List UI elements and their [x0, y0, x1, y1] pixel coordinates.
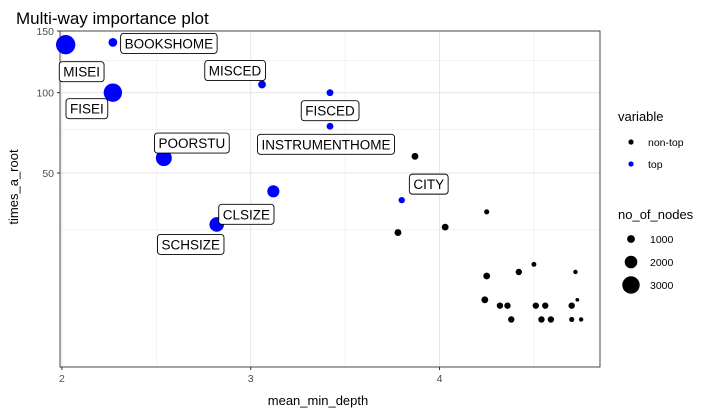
data-point	[398, 196, 405, 204]
point-label: MISCED	[204, 60, 266, 81]
x-tick-label: 4	[437, 373, 443, 385]
label-box	[218, 203, 275, 225]
chart-title: Multi-way importance plot	[16, 9, 209, 28]
data-point	[568, 302, 575, 309]
data-point	[578, 317, 584, 322]
label-text: BOOKSHOME	[125, 36, 214, 51]
legend-size-key	[627, 235, 635, 243]
label-text: FISCED	[305, 104, 355, 119]
label-box	[157, 233, 225, 255]
label-box	[65, 98, 109, 120]
label-text: MISCED	[209, 64, 262, 79]
label-text: INSTRUMENTHOME	[262, 137, 391, 152]
data-point	[496, 302, 504, 309]
data-point	[531, 261, 537, 267]
data-point	[573, 269, 578, 275]
point-label: SCHSIZE	[157, 233, 225, 255]
legend-size-key	[624, 255, 638, 269]
label-box	[154, 132, 230, 154]
y-axis: 50 100 150	[36, 26, 60, 180]
data-point	[532, 302, 539, 309]
legend-size-label: 2000	[650, 257, 674, 269]
point-label: INSTRUMENTHOME	[257, 133, 395, 155]
point-label: FISCED	[300, 100, 360, 122]
y-axis-title: times_a_root	[6, 149, 21, 225]
legend-color-key	[628, 139, 634, 145]
label-box	[408, 173, 449, 195]
x-axis: 2 3 4	[59, 367, 443, 385]
label-box	[120, 32, 218, 54]
point-label: POORSTU	[154, 132, 230, 154]
data-point	[542, 302, 549, 309]
data-point	[481, 296, 489, 304]
label-box	[204, 60, 266, 81]
data-point	[411, 152, 419, 160]
data-point	[108, 38, 118, 47]
y-tick-label: 100	[36, 88, 54, 100]
x-axis-title: mean_min_depth	[268, 393, 368, 408]
data-point	[483, 272, 491, 280]
data-point	[326, 89, 334, 97]
label-text: SCHSIZE	[161, 237, 220, 252]
legend-variable-title: variable	[618, 109, 664, 124]
legend-color-label: top	[648, 159, 663, 171]
label-text: POORSTU	[158, 136, 225, 151]
y-tick-label: 50	[42, 168, 54, 180]
data-point	[575, 297, 580, 302]
data-point	[394, 229, 402, 237]
data-point	[484, 209, 490, 215]
point-label: MISEI	[58, 61, 105, 83]
legend-size-title: no_of_nodes	[618, 207, 694, 222]
label-box	[257, 133, 395, 155]
legend-variable: variable non-top top	[618, 109, 684, 171]
data-points	[56, 35, 584, 323]
legend-size-key	[622, 276, 640, 294]
data-point	[103, 83, 123, 102]
label-text: MISEI	[63, 65, 100, 80]
data-point	[504, 302, 511, 309]
legend-size-label: 3000	[650, 280, 674, 292]
point-label: FISEI	[65, 98, 109, 120]
data-point	[267, 185, 280, 198]
label-text: FISEI	[70, 102, 104, 117]
point-label: BOOKSHOME	[120, 32, 218, 54]
x-tick-label: 3	[248, 373, 254, 385]
point-label: CITY	[408, 173, 449, 195]
legend-color-key	[628, 161, 634, 167]
data-point	[515, 268, 522, 276]
x-tick-label: 2	[59, 373, 65, 385]
data-point	[258, 80, 266, 89]
legend-color-label: non-top	[648, 137, 684, 149]
data-point	[508, 316, 515, 323]
point-labels: MISEI BOOKSHOME FISEI MISCED FISCED INSTRUMEN…	[58, 32, 449, 255]
panel-border	[59, 30, 601, 368]
data-point	[547, 316, 555, 323]
label-box	[300, 100, 360, 122]
label-text: CITY	[413, 177, 444, 192]
label-box	[58, 61, 105, 83]
point-label: CLSIZE	[218, 203, 275, 225]
data-point	[441, 223, 449, 231]
y-tick-label: 150	[36, 26, 54, 38]
data-point	[155, 150, 172, 167]
data-point	[538, 316, 545, 323]
data-point	[56, 35, 76, 55]
label-text: CLSIZE	[223, 207, 270, 222]
data-point	[569, 316, 575, 323]
plot-panel: MISEI BOOKSHOME FISEI MISCED FISCED INSTRUMEN…	[56, 30, 601, 368]
data-point	[326, 122, 334, 130]
legend-no-of-nodes: no_of_nodes 1000 2000 3000	[618, 207, 694, 294]
legend-size-label: 1000	[650, 234, 674, 246]
